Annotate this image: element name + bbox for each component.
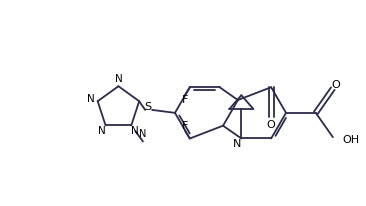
Text: N: N [115, 74, 122, 84]
Text: N: N [87, 94, 95, 104]
Text: OH: OH [343, 135, 360, 145]
Text: N: N [139, 129, 147, 139]
Text: N: N [98, 126, 105, 136]
Text: S: S [145, 102, 152, 112]
Text: N: N [131, 126, 139, 136]
Text: F: F [182, 121, 188, 131]
Text: N: N [233, 139, 242, 149]
Text: O: O [267, 120, 276, 130]
Text: F: F [182, 95, 188, 105]
Text: O: O [332, 80, 340, 90]
